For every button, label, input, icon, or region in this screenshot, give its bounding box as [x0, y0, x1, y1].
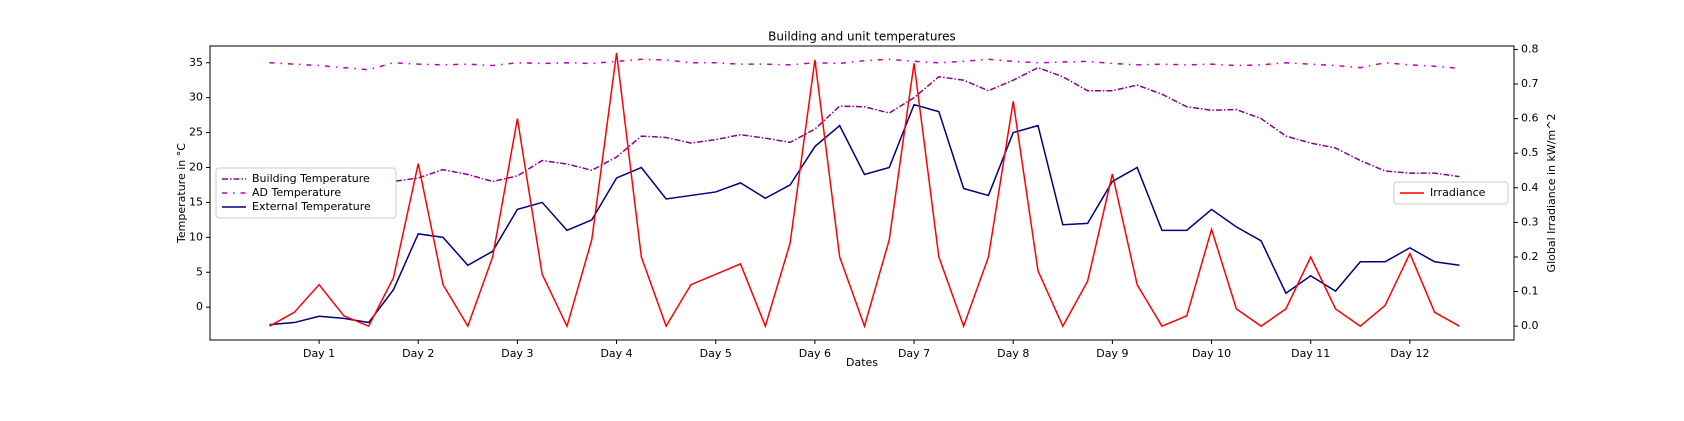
- y2-tick-label: 0.2: [1521, 250, 1539, 263]
- y2-tick-label: 0.6: [1521, 112, 1539, 125]
- x-tick-label: Day 9: [1096, 347, 1128, 360]
- y2-tick-label: 0.0: [1521, 319, 1539, 332]
- chart-title: Building and unit temperatures: [768, 30, 956, 44]
- legend-box: [1393, 181, 1509, 205]
- y2-tick-label: 0.3: [1521, 215, 1539, 228]
- legend-label: External Temperature: [252, 200, 371, 213]
- y2-tick-label: 0.1: [1521, 285, 1539, 298]
- series-line: [269, 66, 1460, 183]
- series-line: [269, 58, 1460, 71]
- legend-label: Building Temperature: [252, 172, 370, 185]
- y2-tick-label: 0.4: [1521, 181, 1539, 194]
- x-tick-label: Day 12: [1390, 347, 1429, 360]
- series-line: [269, 103, 1460, 326]
- x-tick-label: Day 5: [700, 347, 732, 360]
- y2-axis-label: Global Irradiance in kW/m^2: [1545, 114, 1558, 273]
- y-axis-label: Temperature in °C: [175, 143, 188, 244]
- x-tick-label: Day 3: [501, 347, 533, 360]
- y-tick-label: 5: [196, 265, 203, 278]
- y2-tick-label: 0.5: [1521, 146, 1539, 159]
- x-axis-label: Dates: [846, 356, 878, 369]
- y-tick-label: 30: [189, 91, 203, 104]
- legend-label: AD Temperature: [252, 186, 341, 199]
- x-tick-label: Day 6: [799, 347, 831, 360]
- y-tick-label: 25: [189, 126, 203, 139]
- y-tick-label: 20: [189, 161, 203, 174]
- x-tick-label: Day 1: [303, 347, 335, 360]
- legend-label: Irradiance: [1430, 186, 1486, 199]
- x-tick-label: Day 11: [1291, 347, 1330, 360]
- plot-frame: [209, 45, 1515, 341]
- y2-tick-label: 0.7: [1521, 77, 1539, 90]
- x-tick-label: Day 7: [898, 347, 930, 360]
- legend-box: [215, 167, 397, 219]
- y-tick-label: 10: [189, 230, 203, 243]
- x-tick-label: Day 4: [600, 347, 632, 360]
- x-tick-label: Day 10: [1192, 347, 1231, 360]
- x-tick-label: Day 2: [402, 347, 434, 360]
- y-tick-label: 15: [189, 195, 203, 208]
- y2-tick-label: 0.8: [1521, 42, 1539, 55]
- y-tick-label: 0: [196, 300, 203, 313]
- y-tick-label: 35: [189, 56, 203, 69]
- series-line: [269, 52, 1460, 329]
- x-tick-label: Day 8: [997, 347, 1029, 360]
